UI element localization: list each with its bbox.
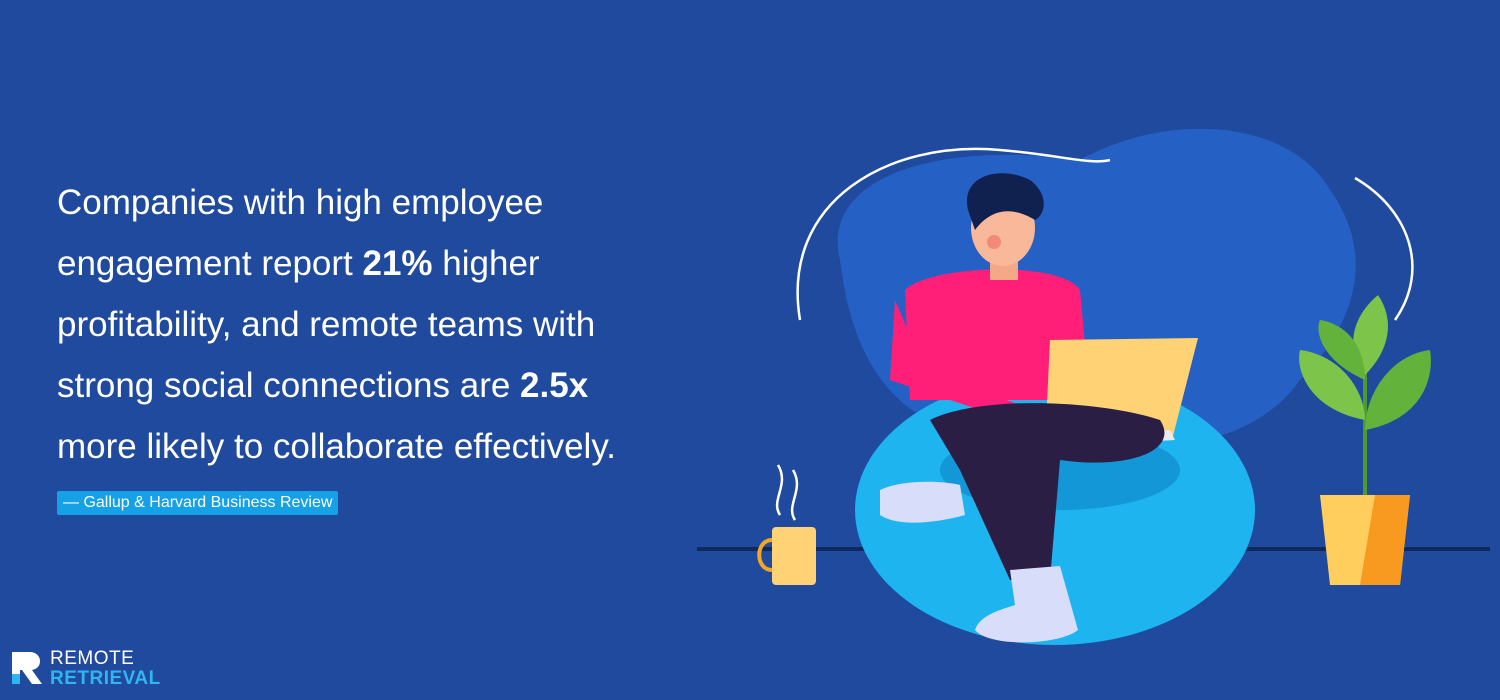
quote-line: profitability, and remote teams with [57,294,616,355]
quote-line: more likely to collaborate effectively. [57,416,616,477]
quote-text: more likely to collaborate effectively. [57,427,616,466]
quote-line: strong social connections are 2.5x [57,355,616,416]
quote-highlight: 2.5x [520,366,589,405]
quote-highlight: 21% [362,244,433,283]
quote-text: profitability, and remote teams with [57,305,596,344]
quote-line: Companies with high employee [57,172,616,233]
quote-text: Companies with high employee [57,183,544,222]
logo-bottom: RETRIEVAL [50,668,161,689]
quote-text: higher [432,244,540,283]
quote: Companies with high employee engagement r… [57,172,616,477]
quote-line: engagement report 21% higher [57,233,616,294]
logo: REMOTE RETRIEVAL [10,648,160,693]
logo-mark [12,652,42,684]
source-badge: — Gallup & Harvard Business Review [57,491,339,515]
quote-text: engagement report [57,244,363,283]
logo-top: REMOTE [50,648,135,669]
quote-text: strong social connections are [57,366,521,405]
